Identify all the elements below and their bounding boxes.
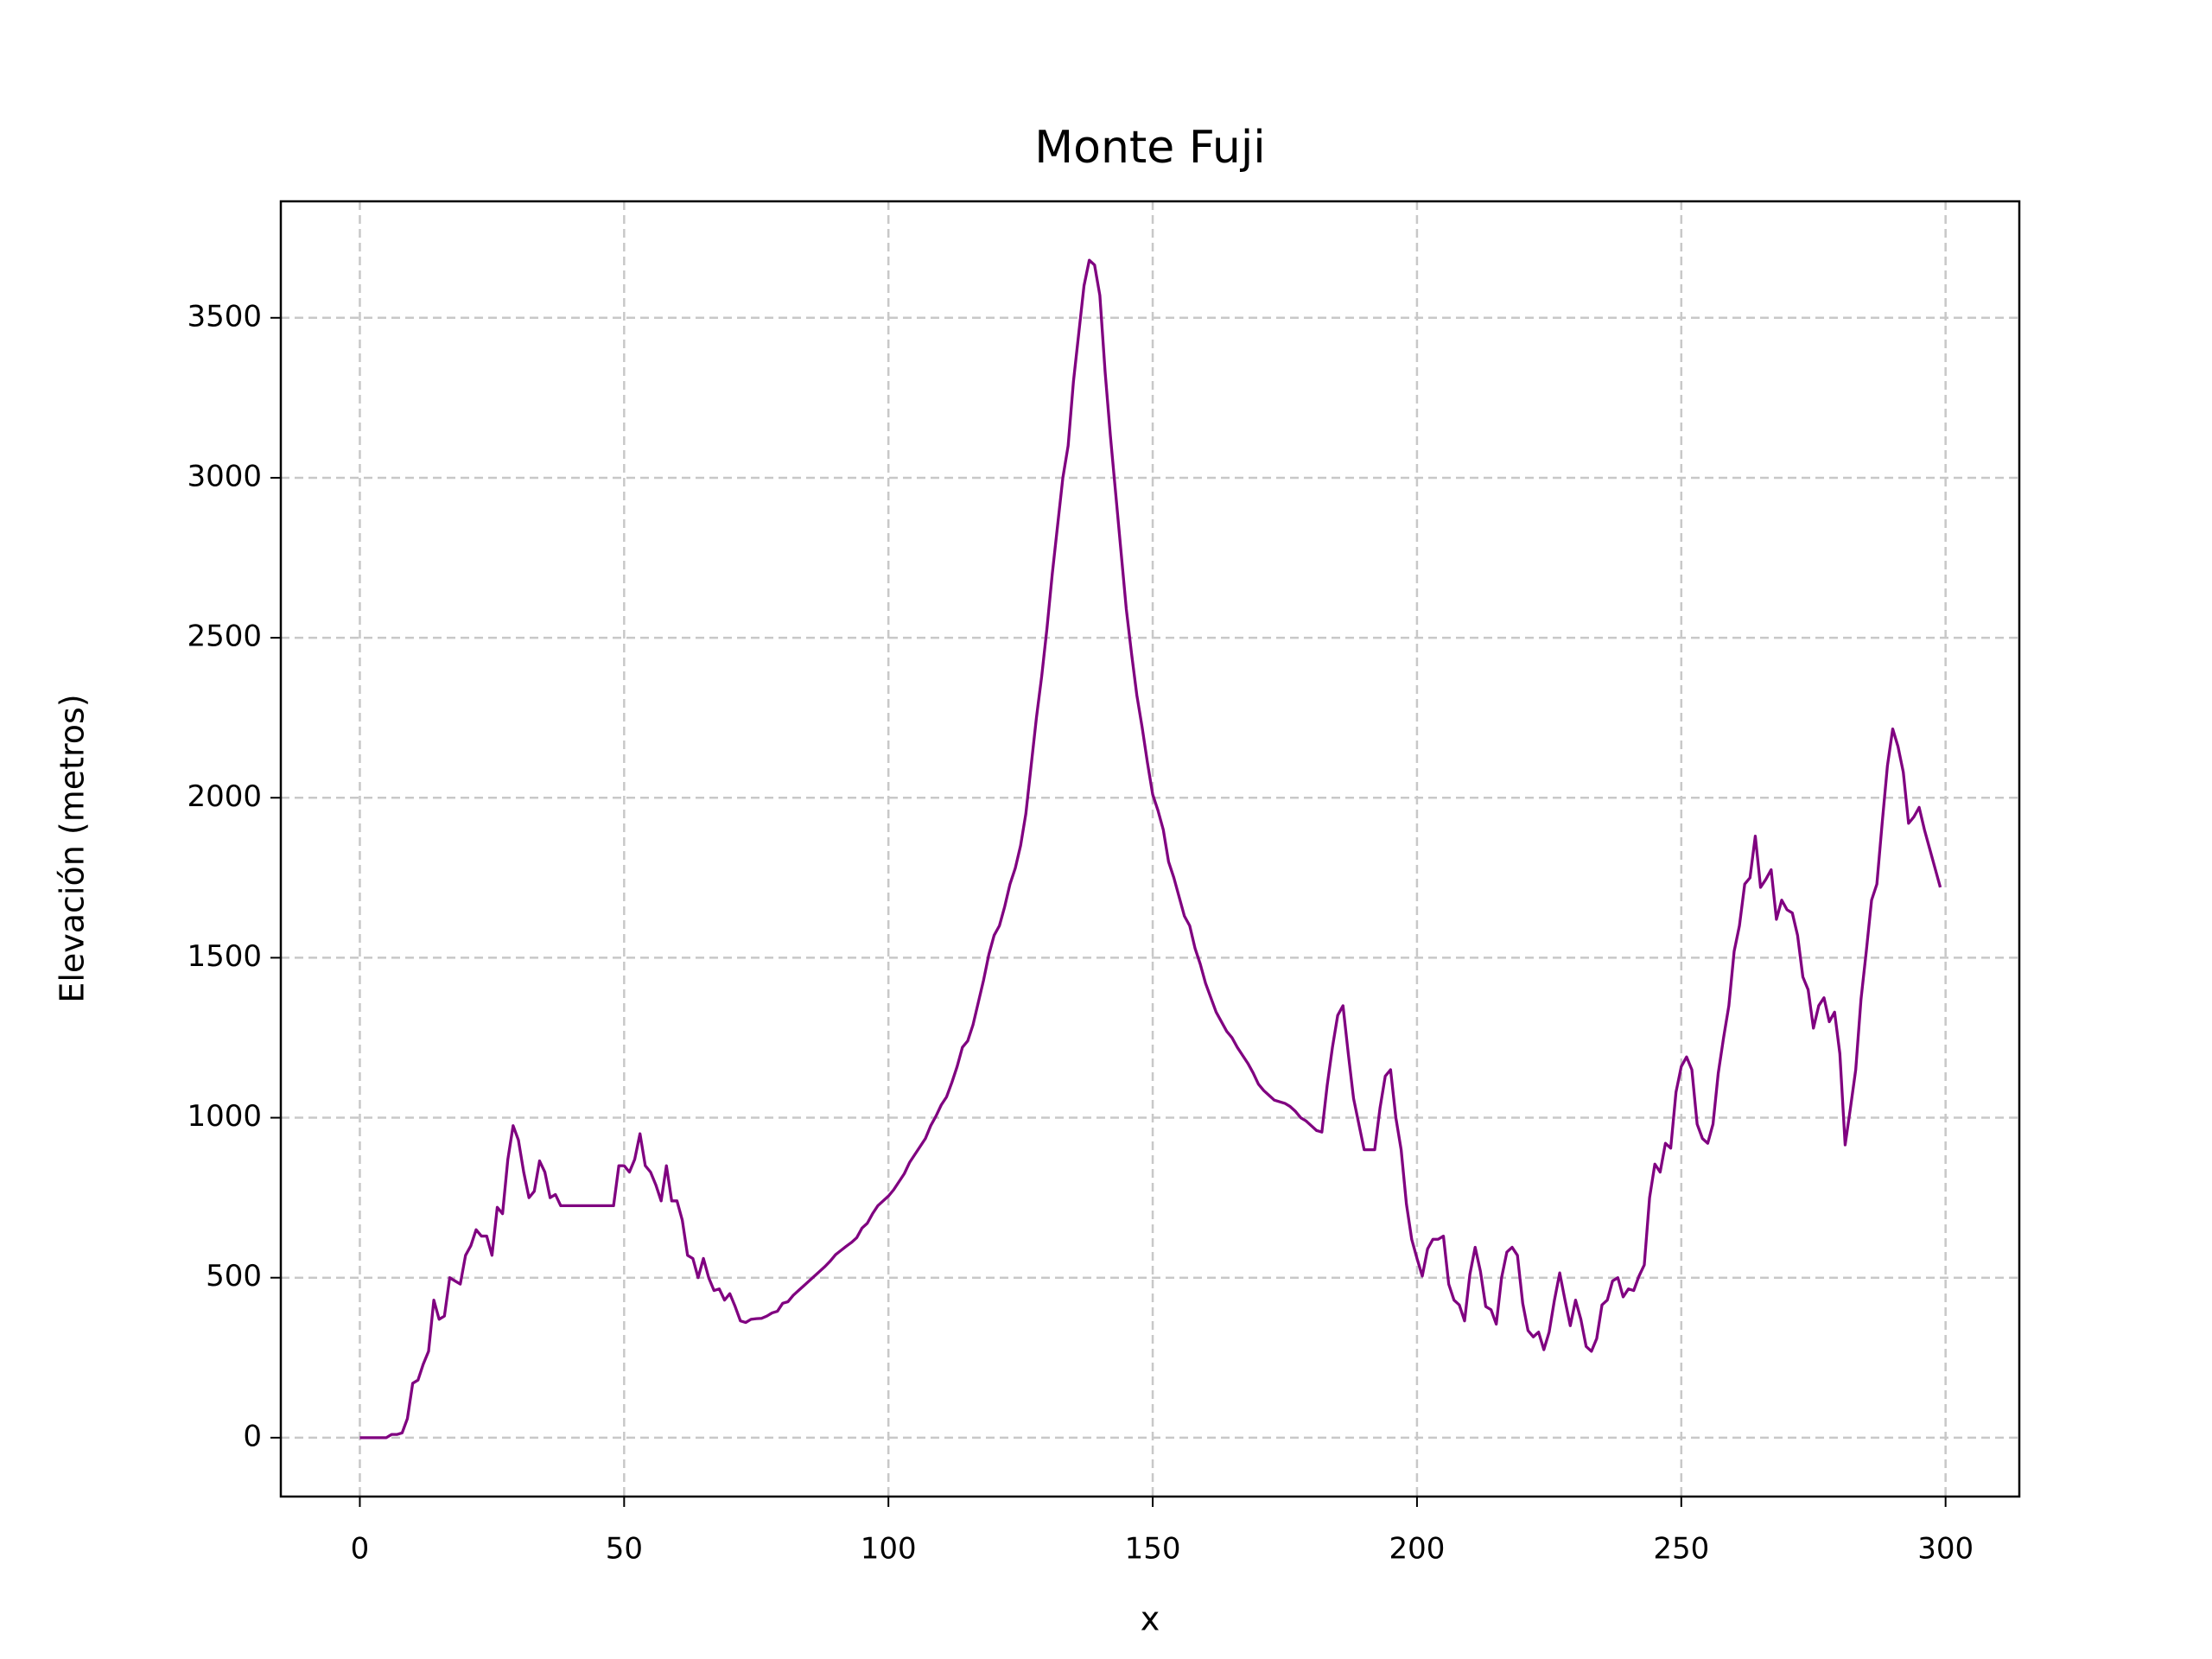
y-tick-label: 500: [206, 1259, 262, 1294]
x-tick-label: 250: [1653, 1532, 1709, 1567]
y-tick-label: 1000: [187, 1099, 262, 1134]
x-tick-label: 0: [351, 1532, 370, 1567]
x-tick-label: 150: [1125, 1532, 1181, 1567]
x-tick-label: 200: [1389, 1532, 1445, 1567]
y-axis-label: Elevación (metros): [54, 694, 92, 1002]
x-tick-label: 50: [606, 1532, 643, 1567]
y-tick-label: 1500: [187, 939, 262, 974]
y-tick-label: 0: [243, 1419, 262, 1453]
chart-title: Monte Fuji: [1034, 122, 1265, 174]
y-tick-label: 2500: [187, 620, 262, 654]
plot-frame: [279, 200, 2021, 1498]
y-tick-label: 3500: [187, 299, 262, 334]
x-tick-label: 300: [1917, 1532, 1974, 1567]
y-tick-label: 2000: [187, 779, 262, 814]
line: [359, 258, 1942, 1440]
x-axis-label: x: [1141, 1600, 1160, 1638]
x-tick-label: 100: [861, 1532, 917, 1567]
y-tick-label: 3000: [187, 459, 262, 493]
